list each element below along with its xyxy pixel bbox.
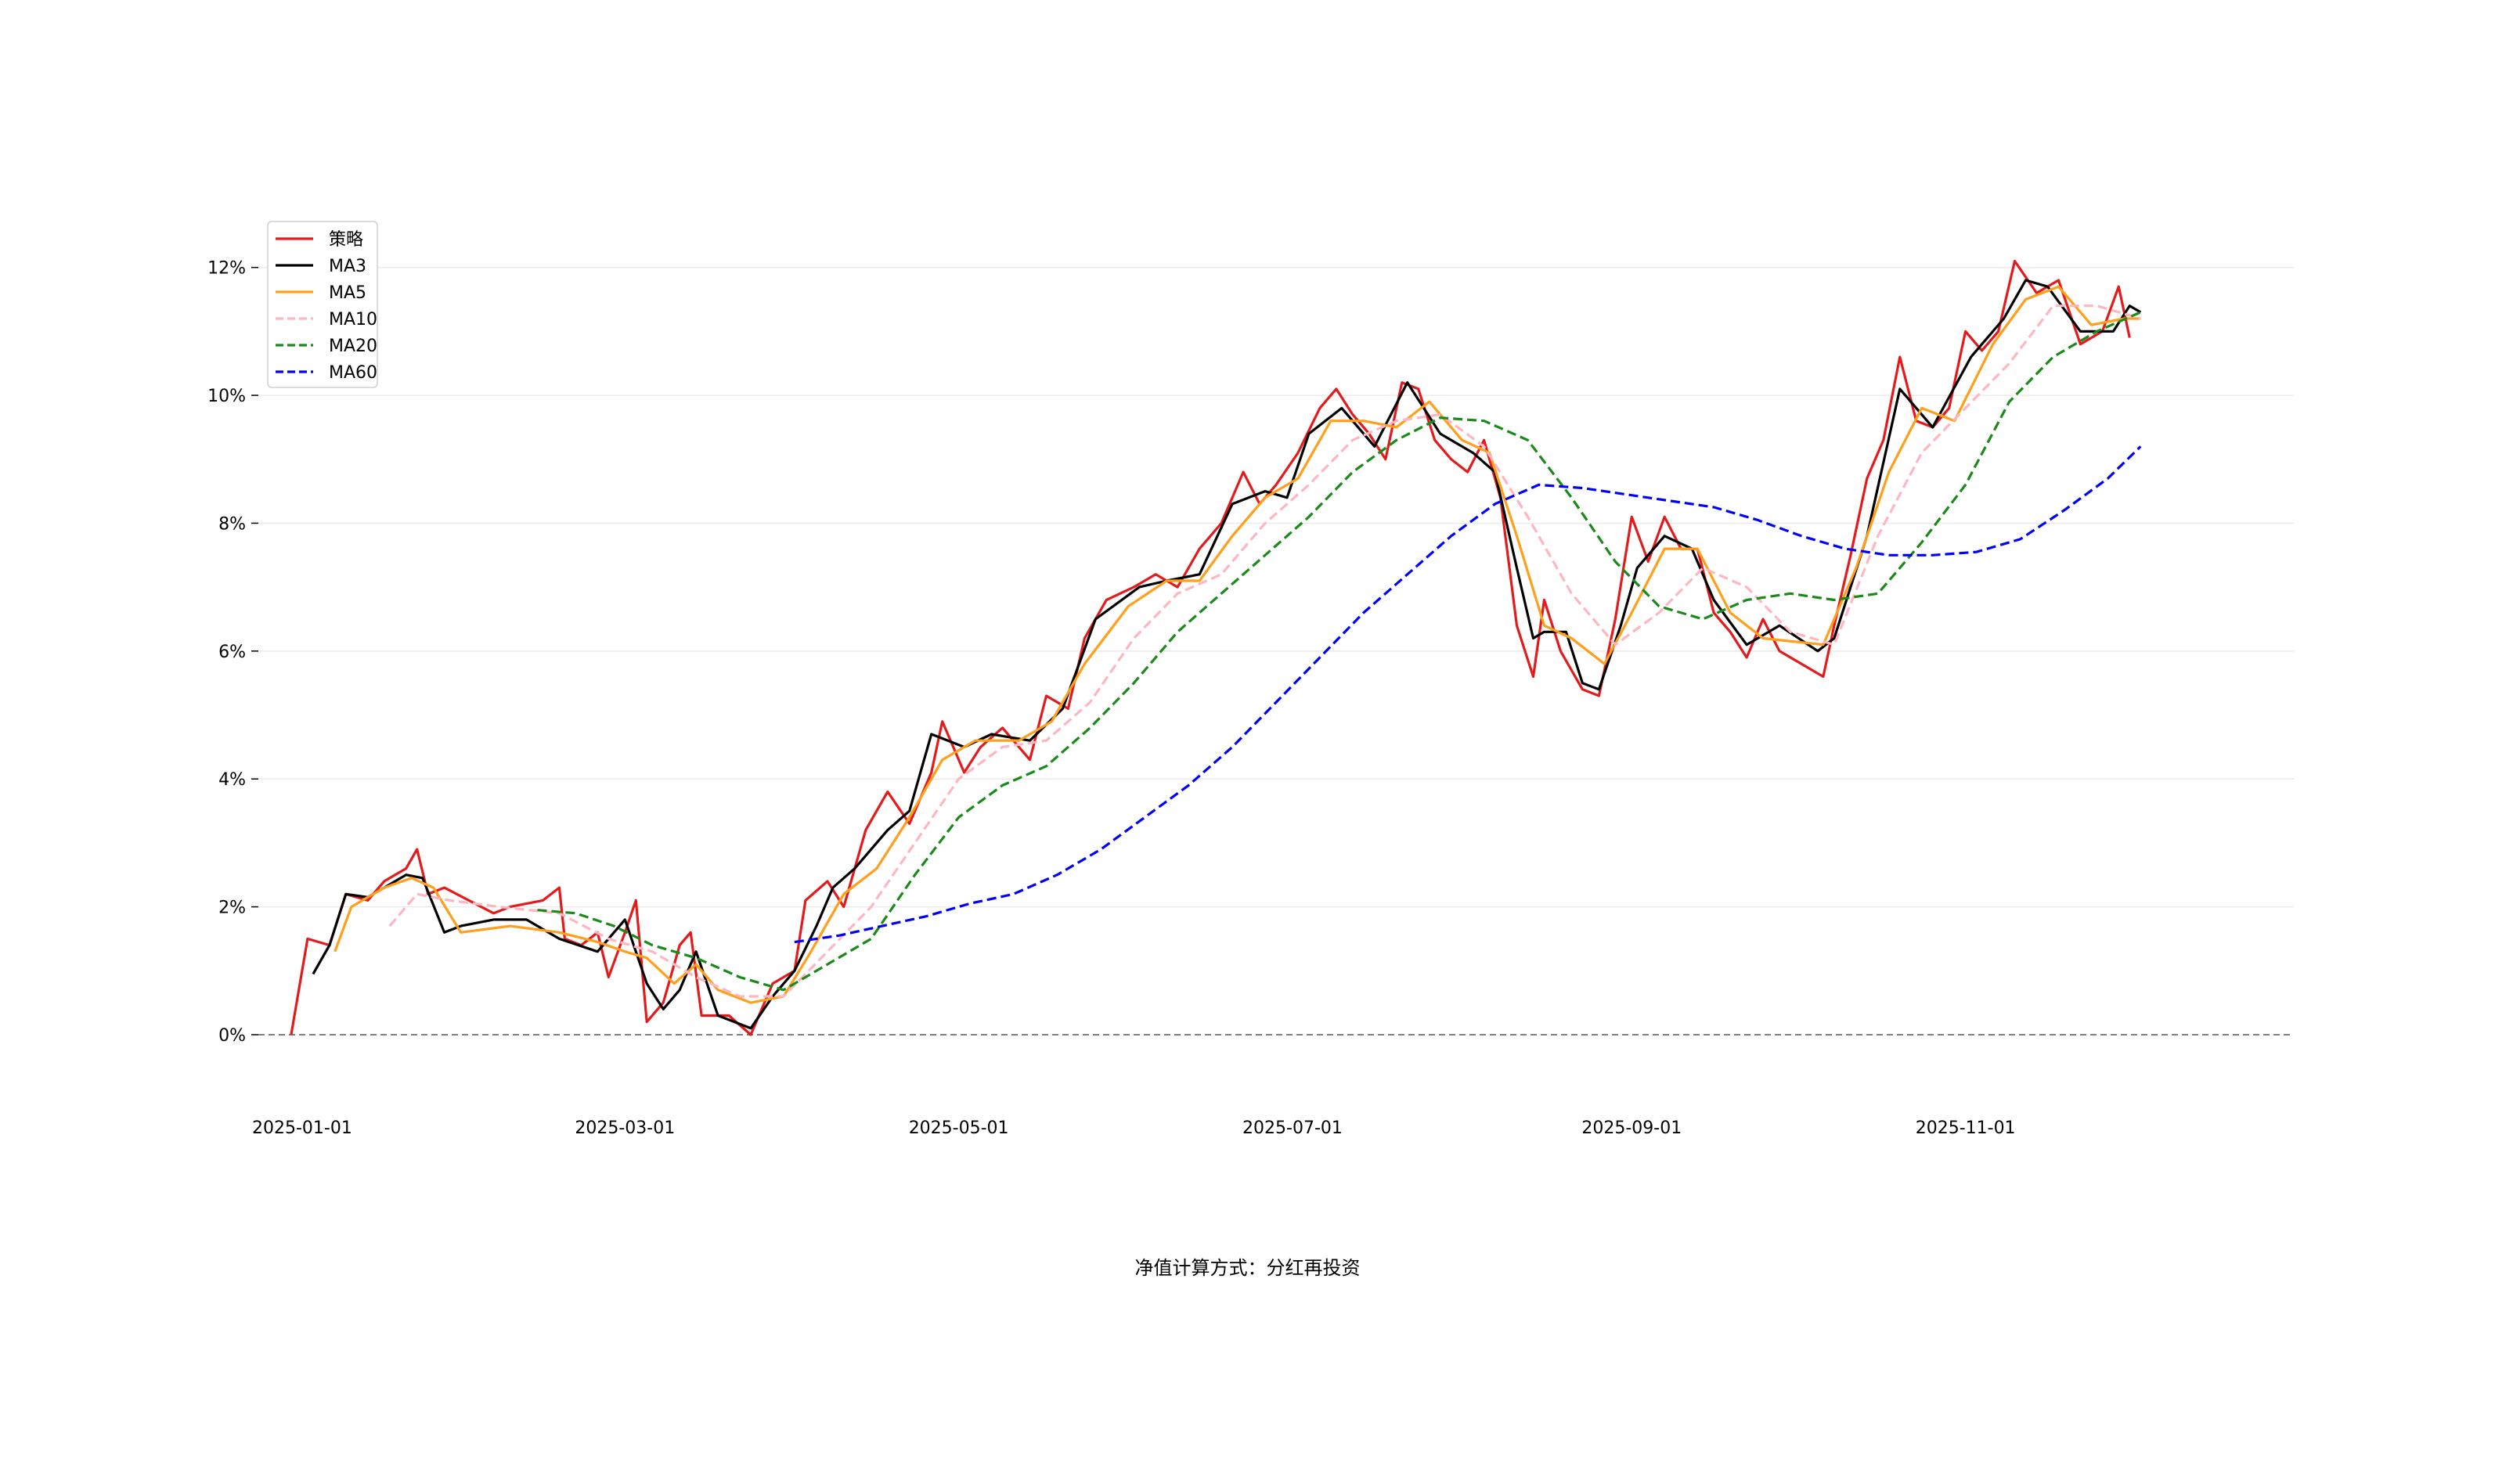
net-value-caption: 净值计算方式：分红再投资	[1134, 1257, 1361, 1279]
y-tick-label: 0%	[218, 1026, 246, 1046]
y-tick-label: 8%	[218, 514, 246, 534]
legend-label: MA3	[329, 257, 366, 276]
x-tick-label: 2025-09-01	[1581, 1118, 1682, 1138]
series-line-MA10	[388, 304, 2141, 998]
y-tick-label: 2%	[218, 899, 246, 918]
y-tick-label: 10%	[207, 387, 246, 406]
x-tick-label: 2025-05-01	[909, 1118, 1009, 1138]
series-line-策略	[290, 259, 2131, 1036]
series-line-MA5	[334, 285, 2141, 1004]
legend-label: MA20	[329, 337, 377, 356]
grid-lines	[258, 266, 2294, 1036]
x-tick-label: 2025-11-01	[1916, 1118, 2016, 1138]
series-line-MA3	[312, 279, 2142, 1030]
y-tick-label: 6%	[218, 643, 246, 662]
y-tick-label: 4%	[218, 770, 246, 790]
legend: 策略 MA3 MA5 MA10 MA20 MA60	[267, 221, 378, 388]
series-line-MA20	[537, 311, 2141, 992]
y-tick-label: 12%	[207, 259, 246, 279]
legend-label: MA60	[329, 363, 377, 383]
legend-label: MA5	[329, 283, 366, 303]
x-tick-label: 2025-03-01	[575, 1118, 675, 1138]
x-tick-label: 2025-07-01	[1242, 1118, 1343, 1138]
legend-label: 策略	[329, 230, 363, 250]
legend-label: MA10	[329, 310, 377, 330]
y-axis: 0% 2% 4% 6% 8% 10% 12%	[207, 259, 258, 1046]
series-line-MA60	[794, 445, 2142, 944]
x-tick-label: 2025-01-01	[252, 1118, 352, 1138]
x-axis: 2025-01-01 2025-03-01 2025-05-01 2025-07-01…	[252, 1118, 2016, 1138]
series-lines	[290, 259, 2142, 1036]
